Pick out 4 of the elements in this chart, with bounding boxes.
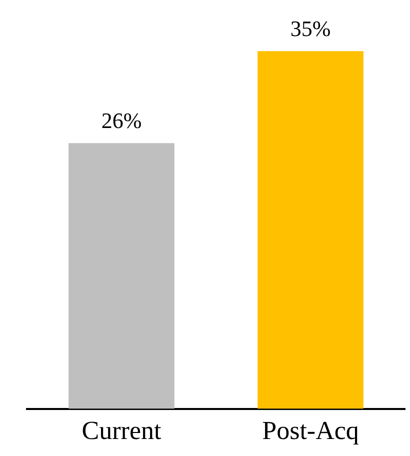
data-label: 26% (101, 108, 142, 133)
data-label: 35% (290, 16, 331, 41)
x-tick-label: Post-Acq (262, 416, 359, 446)
x-tick-label: Current (82, 416, 162, 446)
